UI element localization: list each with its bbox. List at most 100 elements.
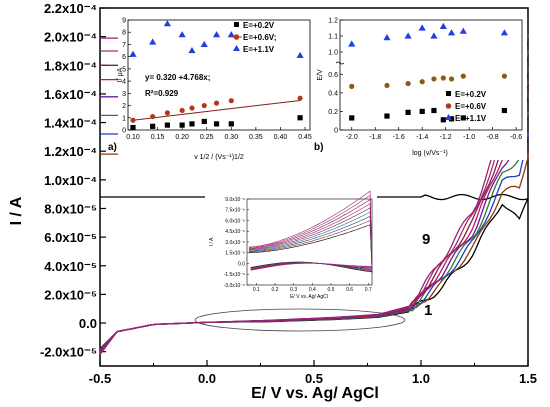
inset-b: -2.0 -1.8 -1.6 -1.4 -1.2 -1.0 -0.8 -0.6 0 0.2 0.4 0…	[312, 12, 527, 160]
inset-b-point	[348, 40, 356, 47]
inset-c-x-tick-label: 0.6	[346, 287, 353, 293]
legend-b-label-1: E=+0.6V	[455, 102, 487, 111]
main-y-tick-label: -2.0x10⁻⁵	[40, 345, 97, 360]
inset-a-point	[297, 115, 303, 121]
inset-b-x-label: log (v/Vs⁻¹)	[412, 150, 448, 157]
main-y-tick-label: 1.2x10⁻⁴	[44, 144, 97, 159]
inset-b-point	[439, 22, 447, 29]
inset-a: 0.10 0.15 0.20 0.25 0.30 0.35 0.40 0.45 0 1 2 3 4 5 6 7…	[108, 12, 314, 161]
inset-b-x-tick-label: -1.8	[369, 134, 381, 141]
inset-c-y-tick-label: 0.0	[238, 261, 245, 267]
inset-a-point	[163, 20, 171, 27]
main-y-tick-label: 8.0x10⁻⁵	[44, 201, 97, 216]
inset-a-point	[178, 31, 186, 38]
legend-b-label-0: E=+0.2V	[455, 90, 487, 99]
inset-a-point	[227, 31, 235, 38]
legend-b-marker-square	[446, 91, 451, 96]
inset-a-x-tick-label: 0.35	[249, 134, 263, 141]
inset-b-point	[405, 109, 411, 115]
main-x-tick-label: 0.5	[305, 371, 323, 386]
inset-a-point	[228, 98, 234, 104]
inset-a-point	[228, 121, 234, 127]
legend-a-marker-triangle	[233, 45, 240, 51]
inset-a-point	[179, 122, 185, 128]
inset-b-y-label: E/V	[317, 69, 324, 81]
inset-b-y-tick-label: 0	[334, 128, 338, 135]
inset-b-bg	[312, 12, 527, 160]
inset-a-point	[130, 117, 136, 123]
inset-a-point	[149, 38, 157, 45]
main-x-tick-label: -0.5	[89, 371, 111, 386]
inset-b-point	[384, 82, 390, 89]
inset-a-x-label: v 1/2 / (Vs⁻¹)1/2	[194, 154, 244, 161]
inset-a-x-tick-label: 0.40	[274, 134, 288, 141]
inset-b-point	[501, 73, 507, 79]
inset-a-y-tick-label: 5	[122, 66, 126, 73]
inset-b-point	[440, 75, 446, 81]
inset-b-y-tick-label: 0.6	[328, 72, 338, 79]
inset-a-y-tick-label: 0	[122, 128, 126, 135]
inset-b-point	[459, 27, 467, 34]
main-x-tick-label: 1.0	[412, 371, 430, 386]
inset-c-y-tick-label: 9.0x10⁻⁶	[225, 197, 245, 203]
main-y-tick-label: 0.0	[79, 316, 97, 331]
inset-c-y-tick-label: -3.0x10⁻⁶	[224, 283, 245, 289]
inset-c: 0.1 0.2 0.3 0.4 0.5 0.6 0.7 -3.0x10⁻⁶ -1.5x10⁻⁶ 0…	[205, 190, 377, 300]
inset-b-x-tick-label: -0.6	[510, 134, 522, 141]
inset-b-y-tick-label: 0.4	[328, 90, 338, 97]
inset-a-x-tick-label: 0.25	[200, 134, 214, 141]
inset-c-y-tick-label: -1.5x10⁻⁶	[224, 272, 245, 278]
inset-b-y-tick-label: 0.2	[328, 109, 338, 116]
inset-a-x-tick-label: 0.45	[298, 134, 312, 141]
legend-a-label-1: E=+0.6V;	[243, 33, 276, 42]
inset-a-panel-label: a)	[108, 142, 117, 153]
inset-c-y-tick-label: 4.5x10⁻⁶	[225, 229, 245, 235]
inset-b-panel-label: b)	[314, 142, 323, 153]
inset-c-y-tick-label: 7.5x10⁻⁶	[225, 208, 245, 214]
inset-a-point	[164, 110, 170, 116]
inset-b-x-tick-label: -1.2	[440, 134, 452, 141]
inset-a-y-tick-label: 7	[122, 42, 126, 49]
inset-a-point	[213, 100, 220, 106]
main-y-tick-label: 2.2x10⁻⁴	[44, 1, 97, 16]
inset-a-y-tick-label: 9	[122, 18, 126, 25]
inset-b-point	[460, 73, 466, 79]
main-y-tick-label: 1.6x10⁻⁴	[44, 87, 97, 102]
inset-c-x-tick-label: 0.5	[327, 287, 334, 293]
inset-c-y-tick-label: 6.0x10⁻⁶	[225, 218, 245, 224]
inset-a-point	[164, 122, 170, 128]
inset-a-y-tick-label: 2	[122, 103, 126, 110]
inset-b-point	[349, 83, 355, 89]
inset-a-point	[150, 123, 156, 129]
inset-a-point	[212, 31, 221, 38]
inset-c-x-tick-label: 0.2	[272, 287, 279, 293]
inset-b-point	[431, 107, 437, 114]
inset-c-x-tick-label: 0.3	[290, 287, 297, 293]
inset-a-x-tick-label: 0.30	[224, 134, 238, 141]
inset-a-annotation-line2: R²=0.929	[145, 89, 179, 98]
baseline-highlight-ellipse	[194, 308, 406, 332]
inset-c-curve-9	[248, 190, 373, 271]
curve-label-1: 1	[424, 302, 432, 319]
inset-a-point	[201, 102, 207, 109]
inset-b-content: -2.0 -1.8 -1.6 -1.4 -1.2 -1.0 -0.8 -0.6 0 0.2 0.4 0…	[328, 18, 522, 142]
inset-a-point	[201, 118, 207, 125]
main-y-tick-label: 4.0x10⁻⁵	[44, 259, 97, 274]
inset-b-frame	[339, 19, 523, 131]
main-y-tick-label: 1.4x10⁻⁴	[44, 116, 97, 131]
inset-c-y-tick-label: 3.0x10⁻⁶	[225, 240, 245, 246]
inset-a-frame	[127, 19, 311, 131]
inset-b-x-tick-label: -1.4	[416, 134, 428, 141]
main-y-tick-label: 2.0x10⁻⁴	[44, 30, 97, 45]
inset-b-point	[440, 117, 446, 123]
main-y-tick-label: 1.0x10⁻⁴	[44, 173, 97, 188]
inset-a-y-label: I/ μA	[117, 67, 124, 82]
inset-b-point	[501, 107, 507, 114]
curve-label-9: 9	[422, 231, 430, 248]
inset-b-point	[404, 32, 412, 39]
inset-b-x-tick-label: -1.6	[393, 134, 405, 141]
inset-b-axis-break	[335, 61, 345, 65]
legend-b-label-2: E=+1.1V	[455, 114, 487, 123]
inset-b-legend: E=+0.2V E=+0.6V E=+1.1V	[445, 90, 487, 123]
inset-b-point	[448, 76, 455, 82]
